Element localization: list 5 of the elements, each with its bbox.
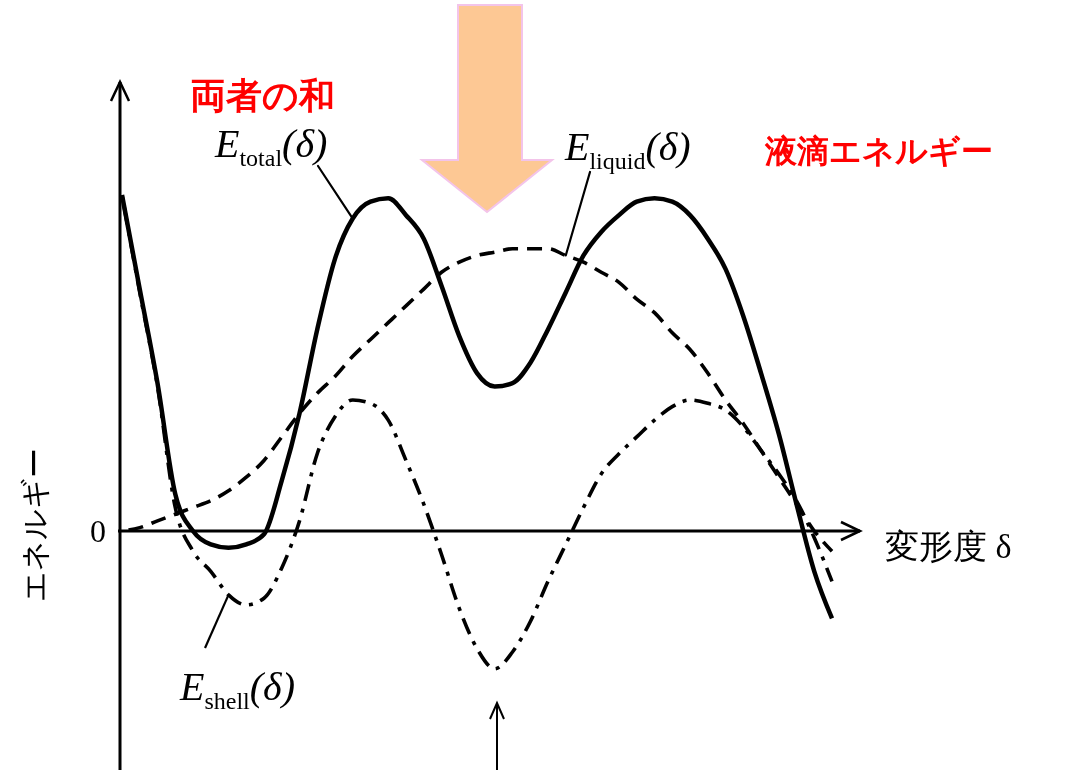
text: 0 [90,513,106,549]
text: 液滴エネルギー [764,133,993,169]
text: 両者の和 [190,75,335,116]
y-axis-title: エネルギー [18,448,51,602]
x-axis-title: 変形度 δ [885,528,1012,565]
